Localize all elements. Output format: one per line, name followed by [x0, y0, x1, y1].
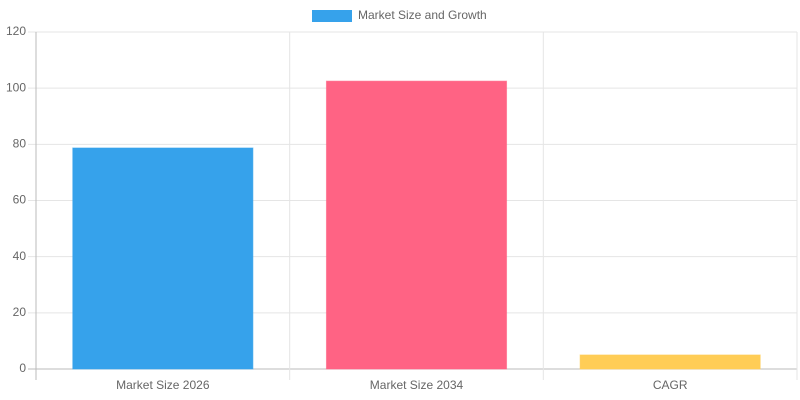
bar [72, 147, 254, 370]
y-tick-label: 80 [13, 137, 27, 151]
x-tick-label: Market Size 2034 [370, 378, 464, 392]
y-tick-label: 120 [6, 24, 26, 38]
y-tick-label: 20 [13, 305, 27, 319]
legend-swatch [312, 10, 352, 22]
y-tick-label: 0 [19, 361, 26, 375]
y-tick-label: 100 [6, 80, 26, 94]
x-tick-label: Market Size 2026 [116, 378, 210, 392]
bar [325, 80, 508, 370]
y-tick-label: 40 [13, 249, 27, 263]
y-tick-label: 60 [13, 193, 27, 207]
x-tick-label: CAGR [653, 378, 688, 392]
legend-label: Market Size and Growth [358, 8, 487, 22]
bar [579, 354, 761, 370]
